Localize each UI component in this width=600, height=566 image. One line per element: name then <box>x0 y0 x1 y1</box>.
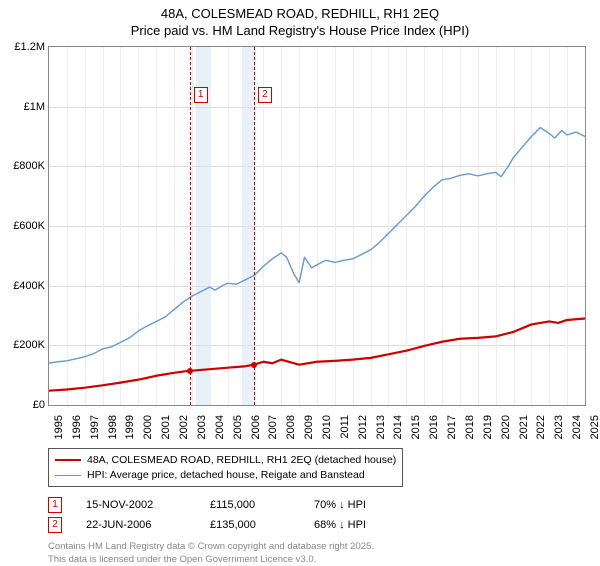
series-line-property <box>49 318 585 390</box>
x-axis-tick-label: 1999 <box>124 415 136 439</box>
chart-plot-area: £0£200K£400K£600K£800K£1M£1.2M1995199619… <box>48 46 586 406</box>
legend-box: 48A, COLESMEAD ROAD, REDHILL, RH1 2EQ (d… <box>48 448 403 487</box>
chart-subtitle: Price paid vs. HM Land Registry's House … <box>0 23 600 44</box>
x-axis-tick-label: 2007 <box>267 415 279 439</box>
legend-label: HPI: Average price, detached house, Reig… <box>87 468 365 483</box>
x-axis-tick-label: 2023 <box>553 415 565 439</box>
x-axis-tick-label: 2018 <box>464 415 476 439</box>
x-axis-tick-label: 2020 <box>500 415 512 439</box>
x-axis-tick-label: 2002 <box>178 415 190 439</box>
event-delta: 70% ↓ HPI <box>314 499 414 511</box>
x-axis-tick-label: 2001 <box>160 415 172 439</box>
y-axis-tick-label: £400K <box>1 280 45 292</box>
y-axis-tick-label: £200K <box>1 339 45 351</box>
x-axis-tick-label: 2021 <box>518 415 530 439</box>
event-price: £115,000 <box>210 499 290 511</box>
y-axis-tick-label: £800K <box>1 160 45 172</box>
chart-title: 48A, COLESMEAD ROAD, REDHILL, RH1 2EQ <box>0 0 600 23</box>
event-row: 2 22-JUN-2006 £135,000 68% ↓ HPI <box>48 515 586 535</box>
event-row: 1 15-NOV-2002 £115,000 70% ↓ HPI <box>48 495 586 515</box>
footer-note: Contains HM Land Registry data © Crown c… <box>48 541 586 566</box>
event-line <box>190 47 191 405</box>
y-axis-tick-label: £1M <box>1 101 45 113</box>
event-marker: 2 <box>258 87 272 103</box>
x-axis-tick-label: 2022 <box>535 415 547 439</box>
x-axis-tick-label: 2006 <box>250 415 262 439</box>
x-axis-tick-label: 2015 <box>410 415 422 439</box>
event-date: 15-NOV-2002 <box>86 499 186 511</box>
data-point-marker <box>251 362 257 368</box>
x-axis-tick-label: 2005 <box>232 415 244 439</box>
legend-and-footer: 48A, COLESMEAD ROAD, REDHILL, RH1 2EQ (d… <box>48 448 586 566</box>
x-axis-tick-label: 2024 <box>571 415 583 439</box>
series-line-hpi <box>49 128 585 364</box>
legend-label: 48A, COLESMEAD ROAD, REDHILL, RH1 2EQ (d… <box>87 453 396 468</box>
legend-swatch <box>55 475 81 476</box>
x-axis-tick-label: 2017 <box>446 415 458 439</box>
x-axis-tick-label: 2000 <box>142 415 154 439</box>
y-axis-tick-label: £600K <box>1 220 45 232</box>
y-axis-tick-label: £0 <box>1 399 45 411</box>
x-axis-tick-label: 2016 <box>428 415 440 439</box>
legend-item: HPI: Average price, detached house, Reig… <box>55 468 396 483</box>
chart-lines-svg <box>49 47 585 405</box>
x-axis-tick-label: 2025 <box>589 415 600 439</box>
x-axis-tick-label: 2013 <box>375 415 387 439</box>
x-axis-tick-label: 1998 <box>107 415 119 439</box>
x-axis-tick-label: 2011 <box>339 415 351 439</box>
event-number-box: 1 <box>48 497 62 513</box>
event-marker: 1 <box>194 87 208 103</box>
x-axis-tick-label: 2012 <box>357 415 369 439</box>
x-axis-tick-label: 2014 <box>392 415 404 439</box>
event-price: £135,000 <box>210 519 290 531</box>
x-axis-tick-label: 2004 <box>214 415 226 439</box>
x-axis-tick-label: 2019 <box>482 415 494 439</box>
events-table: 1 15-NOV-2002 £115,000 70% ↓ HPI 2 22-JUN-200… <box>48 495 586 535</box>
x-axis-tick-label: 2010 <box>321 415 333 439</box>
x-axis-tick-label: 2008 <box>285 415 297 439</box>
legend-swatch <box>55 459 81 461</box>
legend-item: 48A, COLESMEAD ROAD, REDHILL, RH1 2EQ (d… <box>55 453 396 468</box>
x-axis-tick-label: 2009 <box>303 415 315 439</box>
x-axis-tick-label: 1995 <box>53 415 65 439</box>
data-point-marker <box>187 368 193 374</box>
event-date: 22-JUN-2006 <box>86 519 186 531</box>
x-axis-tick-label: 1997 <box>89 415 101 439</box>
event-line <box>254 47 255 405</box>
y-axis-tick-label: £1.2M <box>1 41 45 53</box>
footer-line-1: Contains HM Land Registry data © Crown c… <box>48 541 586 553</box>
x-axis-tick-label: 2003 <box>196 415 208 439</box>
event-delta: 68% ↓ HPI <box>314 519 414 531</box>
event-number-box: 2 <box>48 517 62 533</box>
x-axis-tick-label: 1996 <box>71 415 83 439</box>
